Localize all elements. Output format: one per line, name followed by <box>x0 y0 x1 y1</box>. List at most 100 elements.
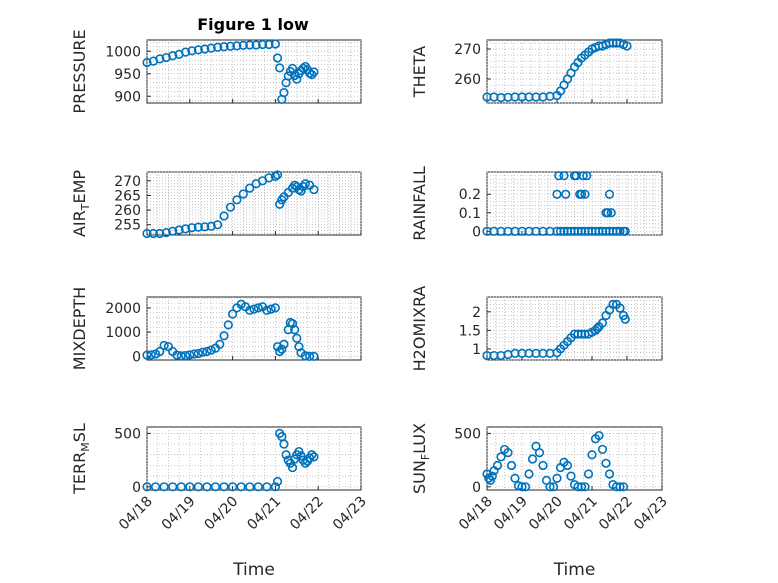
data-point <box>232 41 242 51</box>
y-tick-label: 900 <box>114 89 141 105</box>
data-point <box>615 226 625 236</box>
data-point <box>292 74 302 84</box>
y-tick-label: 1.5 <box>459 323 481 339</box>
data-point <box>552 473 562 483</box>
data-point <box>566 471 576 481</box>
data-point <box>232 195 242 205</box>
data-point <box>266 304 276 314</box>
data-point <box>176 351 186 361</box>
data-point <box>576 189 587 199</box>
data-point <box>272 170 283 180</box>
data-point <box>176 482 186 492</box>
data-point <box>148 228 159 239</box>
data-point <box>562 460 573 471</box>
data-point <box>275 199 285 209</box>
y-tick-label: 0 <box>132 349 141 365</box>
data-point <box>193 45 203 55</box>
data-point <box>159 482 169 492</box>
data-point <box>206 345 216 355</box>
x-tick-label: 04/22 <box>287 494 327 534</box>
data-point <box>200 222 210 232</box>
data-point <box>615 303 625 313</box>
y-tick-label: 260 <box>454 72 481 88</box>
data-point <box>603 208 613 218</box>
data-point <box>180 351 191 361</box>
data-point <box>249 304 259 314</box>
axes-frame <box>486 426 663 491</box>
data-point <box>245 482 255 492</box>
data-point <box>305 351 315 361</box>
y-axis-label: RAINFALL <box>410 166 429 241</box>
y-tick-label: 0.2 <box>459 187 481 203</box>
data-point <box>527 454 538 464</box>
data-point <box>228 482 238 492</box>
data-point <box>202 346 212 357</box>
data-point <box>223 320 233 330</box>
data-point <box>510 473 520 483</box>
data-point <box>309 452 319 462</box>
data-point <box>618 482 629 492</box>
y-tick-label: 0 <box>472 224 481 240</box>
data-point <box>155 228 165 239</box>
data-markers <box>142 170 319 239</box>
data-point <box>277 344 287 354</box>
data-point <box>187 46 197 56</box>
data-point <box>534 448 545 458</box>
x-axis-label: Time <box>232 560 275 580</box>
data-point <box>496 452 506 462</box>
y-tick-label: 0 <box>132 480 141 496</box>
y-tick-label: 1 <box>472 342 481 358</box>
x-tick-label: 04/21 <box>244 494 284 534</box>
data-point <box>307 450 317 460</box>
y-tick-label: 0.1 <box>459 206 481 222</box>
data-point <box>620 314 630 324</box>
data-point <box>193 222 203 232</box>
data-point <box>597 318 608 328</box>
data-point <box>300 351 310 361</box>
data-point <box>180 224 191 234</box>
data-point <box>253 482 263 492</box>
data-point <box>604 189 615 199</box>
data-markers <box>482 430 629 492</box>
data-point <box>257 39 268 50</box>
data-point <box>270 482 281 492</box>
data-point <box>238 189 248 199</box>
data-point <box>580 189 590 199</box>
data-point <box>193 348 203 359</box>
data-point <box>538 460 548 471</box>
data-point <box>142 350 152 360</box>
data-point <box>283 71 293 81</box>
data-point <box>206 43 216 53</box>
data-point <box>219 482 229 492</box>
subplot-mixdepth: 0 1000 2000 MIXDEPTH <box>70 287 362 370</box>
data-point <box>309 67 319 77</box>
data-point <box>597 444 608 455</box>
x-tick-label: 04/18 <box>456 494 496 534</box>
data-point <box>198 347 208 357</box>
data-point <box>245 183 255 193</box>
data-point <box>290 325 300 335</box>
data-point <box>213 220 223 230</box>
data-point <box>270 303 281 313</box>
x-tick-label: 04/23 <box>631 494 671 534</box>
data-point <box>187 223 197 233</box>
data-point <box>281 450 291 460</box>
data-point <box>262 482 272 492</box>
y-tick-label: 1000 <box>105 44 141 60</box>
data-point <box>294 342 304 352</box>
data-point <box>172 350 182 360</box>
data-point <box>264 39 274 50</box>
data-point <box>238 40 248 51</box>
data-point <box>583 469 594 479</box>
data-point <box>503 448 513 458</box>
y-tick-label: 2 <box>472 305 481 321</box>
y-axis-label: TERRMSL <box>70 423 92 495</box>
data-point <box>155 346 165 357</box>
data-point <box>559 171 569 181</box>
data-point <box>210 482 221 492</box>
data-point <box>270 171 281 181</box>
data-point <box>168 482 178 492</box>
data-point <box>587 450 597 460</box>
data-point <box>236 482 246 492</box>
data-point <box>622 41 632 51</box>
